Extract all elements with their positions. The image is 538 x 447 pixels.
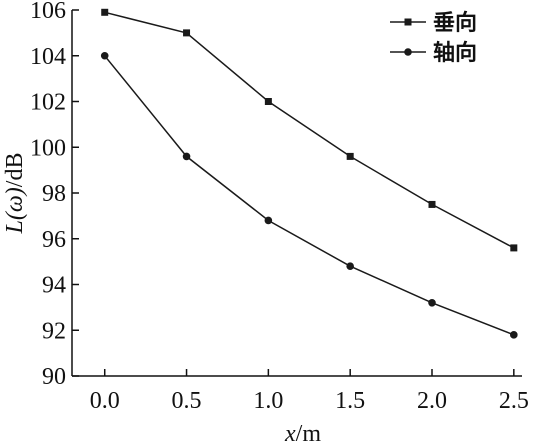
y-tick-label: 90	[42, 364, 66, 390]
legend-label: 垂向	[433, 10, 477, 36]
y-tick-label: 106	[30, 0, 66, 24]
y-tick-label: 104	[30, 44, 66, 70]
y-ticks: 90 92 94 96 98 100 102 104 106	[30, 0, 79, 390]
series-group	[100, 8, 518, 339]
data-point	[100, 51, 109, 60]
series-line	[104, 11, 515, 249]
data-point	[182, 152, 191, 161]
legend-item: 轴向	[390, 40, 477, 66]
y-tick-label: 98	[42, 181, 66, 207]
x-ticks: 0.0 0.5 1.0 1.5 2.0 2.5	[90, 369, 529, 414]
x-tick-label: 0.0	[90, 388, 120, 414]
data-point	[346, 152, 354, 160]
legend-label: 轴向	[433, 40, 477, 66]
series-2	[100, 51, 518, 339]
y-tick-label: 92	[42, 318, 66, 344]
y-tick-label: 94	[42, 273, 66, 299]
x-tick-label: 1.5	[335, 388, 365, 414]
series-1	[101, 8, 518, 252]
data-point	[346, 262, 354, 271]
legend-marker	[404, 18, 412, 26]
x-tick-label: 1.0	[253, 388, 283, 414]
data-point	[264, 216, 273, 225]
data-point	[510, 244, 518, 252]
y-tick-label: 96	[42, 227, 66, 253]
x-tick-label: 2.5	[499, 388, 529, 414]
legend-marker	[404, 48, 412, 56]
data-point	[510, 331, 518, 339]
data-point	[101, 8, 109, 16]
data-point	[264, 98, 272, 105]
x-axis-label-unit: /m	[296, 421, 322, 447]
data-point	[183, 29, 191, 37]
x-tick-label: 0.5	[172, 388, 202, 414]
legend-item: 垂向	[390, 10, 477, 36]
y-axis-label-unit: /dB	[2, 153, 28, 188]
x-axis-label-var: x	[284, 421, 296, 447]
y-axis-label-var: L(ω)	[2, 187, 28, 234]
data-point	[428, 200, 436, 208]
y-axis-label: L(ω)/dB	[2, 153, 28, 235]
y-tick-label: 100	[30, 135, 66, 161]
x-axis-label: x/m	[284, 421, 321, 447]
data-point	[428, 299, 436, 307]
y-tick-label: 102	[30, 90, 66, 116]
x-tick-label: 2.0	[417, 388, 447, 414]
series-line	[104, 55, 515, 336]
